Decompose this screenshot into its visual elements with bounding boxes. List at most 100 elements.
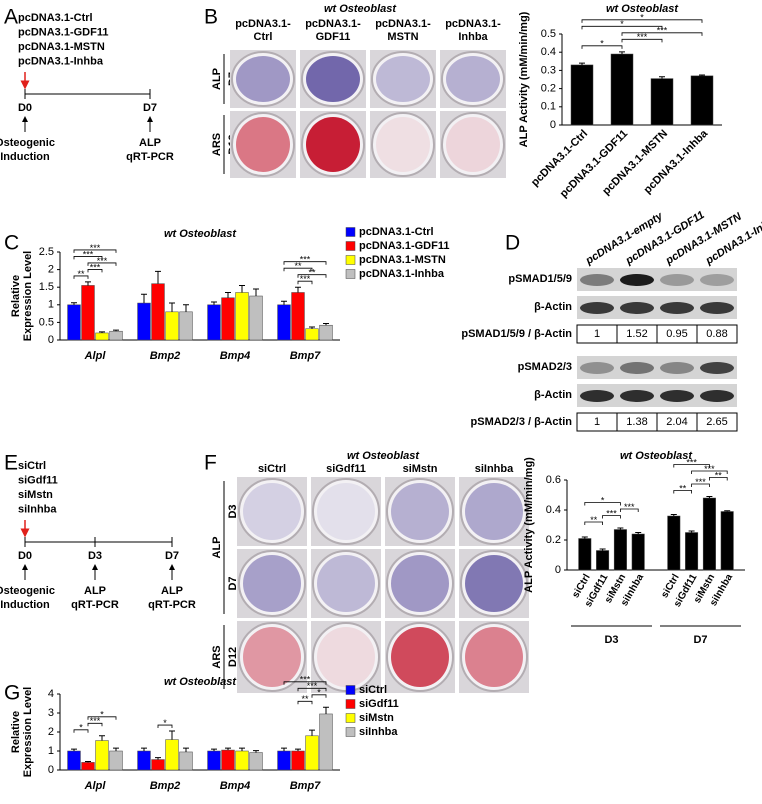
bar [249,295,263,341]
error-bar [619,51,625,55]
band [660,302,694,314]
y-tick-label: 0.4 [546,504,561,516]
ratio-cell [696,324,738,344]
error-bar [659,76,665,79]
well [386,478,454,545]
photos-title: wt Osteoblast [324,3,397,15]
band [620,362,654,374]
error-bar [670,514,677,516]
well [312,478,380,545]
bracket [673,464,710,468]
bar [249,752,263,771]
stain-label: ARS [211,645,223,668]
significance-label: *** [300,255,311,265]
stain [243,627,301,687]
day-label: D3 [88,550,102,562]
bar [613,529,627,571]
ratio-value: 1.52 [626,328,647,340]
y-tick-label: 1 [48,299,54,311]
error-bar [71,748,77,751]
significance-label: * [640,13,644,23]
bar [596,550,610,571]
error-bar [141,747,147,751]
legend-swatch [345,727,356,737]
ratio-value: 1 [594,416,600,428]
band-label: pSMAD1/5/9 [508,273,572,285]
stain [446,117,500,172]
significance-label: *** [657,26,668,36]
bar [109,750,123,771]
ratio-value: 0.88 [706,328,727,340]
error-bar [323,706,329,714]
y-axis-label: Relative [10,711,22,753]
ratio-value: 1.38 [626,416,647,428]
ratio-value: 2.04 [666,416,687,428]
ratio-value: 1 [594,328,600,340]
band [660,390,694,402]
error-bar [155,270,161,284]
chart-title: wt Osteoblast [606,3,679,15]
error-bar [85,281,91,286]
bar [235,750,249,771]
stain [465,627,523,687]
y-tick-label: 0.1 [541,101,556,113]
column-label: pcDNA3.1- [305,18,361,30]
construct-label: pcDNA3.1-GDF11 [18,26,108,38]
stain [236,56,290,102]
well [441,51,505,107]
band-label: β-Actin [534,389,572,401]
error-bar [225,291,231,298]
step-label: Osteogenic [0,137,55,149]
bar [137,750,151,771]
bracket [157,724,173,729]
blot [577,384,737,407]
legend-label: pcDNA3.1-MSTN [359,254,446,266]
step-label: qRT-PCR [126,151,174,163]
stain-label: ALP [211,68,223,90]
y-axis-label: Expression Level [22,687,34,778]
y-tick-label: 2 [48,264,54,276]
significance-label: *** [300,274,311,284]
error-bar [309,729,315,736]
error-bar [581,536,588,539]
band [580,302,614,314]
error-bar [724,510,731,512]
step-label: Induction [0,151,50,163]
panel-letter: G [4,682,20,705]
error-bar [183,304,189,312]
panel-letter: D [505,232,520,255]
error-bar [281,747,287,751]
band-label: β-Actin [534,301,572,313]
significance-label: *** [624,502,635,512]
bracket [311,694,327,698]
bar [179,751,193,771]
error-bar [239,747,245,751]
day-label: D7 [143,102,157,114]
legend-label: pcDNA3.1-Inhba [359,268,445,280]
error-bar [688,530,695,533]
bracket [73,729,89,733]
x-tick-label: Bmp7 [290,350,321,362]
bar [667,515,681,571]
significance-label: * [600,39,604,49]
column-label: pcDNA3.1- [375,18,431,30]
column-label: siGdf11 [326,463,366,475]
ratio-value: 0.95 [666,328,687,340]
y-axis-label: ALP Activity (mM/min/mg) [523,457,535,593]
bar [305,328,319,341]
blot [577,356,737,379]
bracket [297,280,313,285]
significance-label: ** [77,269,85,279]
day-label: D0 [18,102,32,114]
bracket [621,32,703,36]
error-bar [169,730,175,740]
bar [221,297,235,341]
error-bar [183,747,189,752]
bracket [602,515,621,519]
bar [151,283,165,341]
y-tick-label: 0 [48,334,54,346]
construct-label: siCtrl [18,460,46,472]
bar [207,750,221,771]
